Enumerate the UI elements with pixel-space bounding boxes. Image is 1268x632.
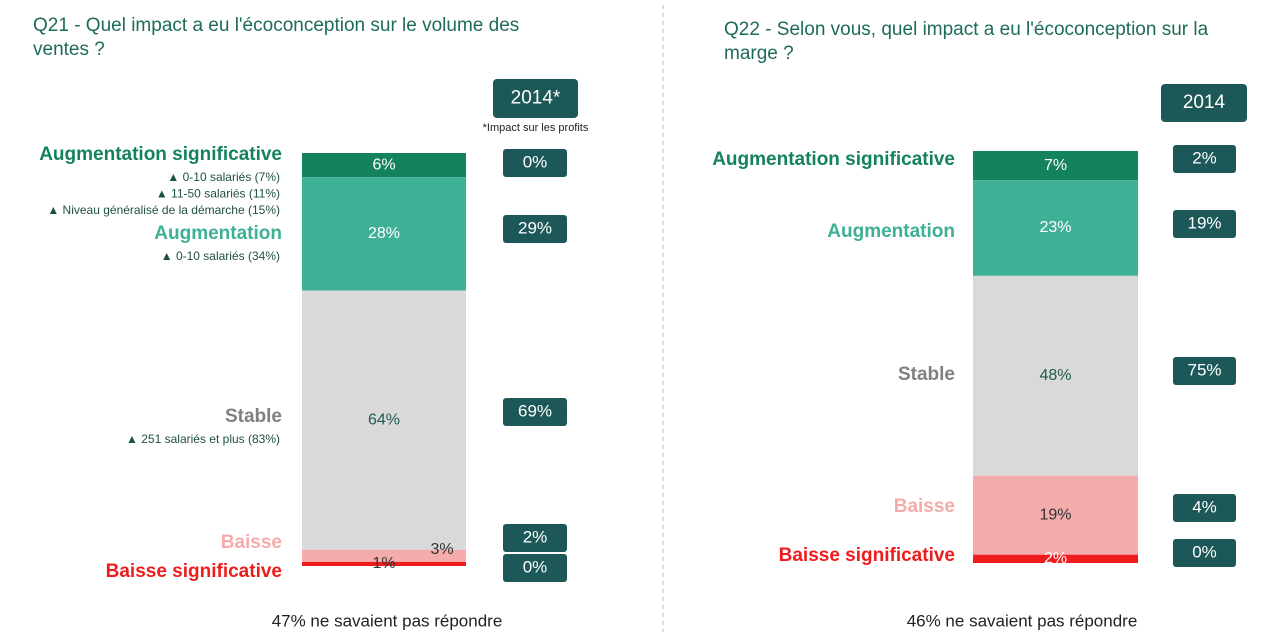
data-label: 64% [368,411,400,428]
bar-segment [302,549,466,562]
category-label: Baisse significative [779,545,955,566]
data-label: 7% [1044,157,1067,174]
compare-box [503,215,567,243]
compare-label: 29% [518,218,552,237]
bar-segment [302,153,466,178]
footer: 46% ne savaient pas répondre [907,611,1138,630]
compare-label: 0% [523,152,548,171]
compare-box [1173,494,1236,522]
note: *Impact sur les profits [483,122,589,134]
category-label: Baisse significative [106,561,282,582]
data-label: 3% [430,541,453,558]
bar-segment [973,475,1138,555]
compare-label: 19% [1187,213,1221,232]
compare-box [1173,539,1236,567]
annotation: ▲ 0-10 salariés (34%) [161,249,280,263]
header-box [493,79,578,118]
data-label: 28% [368,225,400,242]
compare-label: 2% [523,527,548,546]
compare-label: 2% [1192,148,1217,167]
bar-segment [973,180,1138,276]
category-label: Stable [898,364,955,385]
category-label: Augmentation [827,221,955,242]
data-label: 19% [1039,506,1071,523]
compare-box [503,554,567,582]
compare-label: 4% [1192,497,1217,516]
annotation: ▲ Niveau généralisé de la démarche (15%) [47,203,280,217]
bar-segment [973,275,1138,476]
header: 2014* [511,88,561,109]
bar-segment [302,290,466,550]
data-label: 48% [1039,367,1071,384]
chart-title: Q21 - Quel impact a eu l'écoconception s… [33,15,520,60]
compare-box [503,398,567,426]
compare-label: 0% [523,557,548,576]
data-label: 23% [1039,219,1071,236]
footer: 47% ne savaient pas répondre [272,611,503,630]
compare-box [503,524,567,552]
bar-segment [302,561,466,566]
data-label: 1% [372,555,395,572]
compare-box [1173,357,1236,385]
compare-box [1173,145,1236,173]
compare-label: 69% [518,401,552,420]
header: 2014 [1183,92,1226,113]
category-label: Augmentation significative [712,149,955,170]
category-label: Stable [225,406,282,427]
category-label: Augmentation significative [39,144,282,165]
compare-label: 75% [1187,360,1221,379]
category-label: Baisse [221,532,282,553]
category-label: Augmentation [154,223,282,244]
compare-label: 0% [1192,542,1217,561]
compare-box [503,149,567,177]
bar-segment [302,177,466,291]
category-label: Baisse [894,496,955,517]
header-box [1161,84,1247,122]
bar-segment [973,151,1138,181]
annotation: ▲ 0-10 salariés (7%) [167,170,280,184]
bar-segment [973,554,1138,563]
data-label: 6% [372,156,395,173]
annotation: ▲ 251 salariés et plus (83%) [126,432,280,446]
chart-title: Q22 - Selon vous, quel impact a eu l'éco… [724,19,1209,64]
data-label: 2% [1044,550,1067,567]
compare-box [1173,210,1236,238]
annotation: ▲ 11-50 salariés (11%) [156,187,280,201]
